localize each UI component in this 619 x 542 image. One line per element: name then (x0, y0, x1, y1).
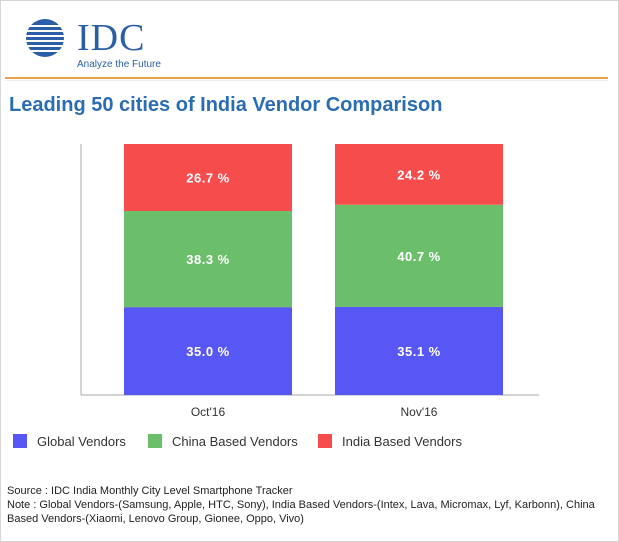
chart-title: Leading 50 cities of India Vendor Compar… (9, 94, 443, 116)
idc-logo: IDC Analyze the Future (21, 15, 181, 70)
logo-brand: IDC (77, 17, 146, 59)
legend-label: China Based Vendors (172, 434, 298, 449)
data-label: 35.0 % (186, 344, 229, 359)
bar-segment-india-based-vendors-2 (335, 144, 503, 205)
data-label: 38.3 % (186, 252, 229, 267)
source-note: Source : IDC India Monthly City Level Sm… (7, 485, 293, 497)
legend-item: Global Vendors (13, 434, 126, 449)
legend-swatch (148, 434, 162, 448)
legend-label: India Based Vendors (342, 434, 462, 449)
data-label: 40.7 % (397, 249, 440, 264)
x-tick-label: Nov'16 (401, 405, 438, 419)
bar-segment-china-based-vendors-1 (124, 211, 292, 308)
bar-segment-global-vendors-1 (124, 307, 292, 395)
bar-segment-global-vendors-2 (335, 306, 503, 395)
legend-swatch (13, 434, 27, 448)
header-divider-shadow (5, 80, 608, 81)
legend-swatch (318, 434, 332, 448)
data-label: 24.2 % (397, 167, 440, 182)
data-label: 26.7 % (186, 171, 229, 186)
x-tick-label: Oct'16 (191, 405, 226, 419)
stacked-bar-chart: 35.0 % 38.3 % 26.7 % Oct'16 35.1 % 40.7 % 24.2… (80, 144, 539, 419)
globe-icon (23, 19, 71, 57)
legend-item: India Based Vendors (318, 434, 462, 449)
chart-notes: Source : IDC India Monthly City Level Sm… (7, 484, 607, 526)
bar-segment-india-based-vendors-1 (124, 144, 292, 212)
bar-segment-china-based-vendors-2 (335, 204, 503, 307)
data-label: 35.1 % (397, 344, 440, 359)
logo-tagline: Analyze the Future (77, 59, 161, 70)
legend-item: China Based Vendors (148, 434, 298, 449)
header-divider (5, 77, 608, 79)
vendor-note: Note : Global Vendors-(Samsung, Apple, H… (7, 499, 595, 525)
legend-label: Global Vendors (37, 434, 126, 449)
